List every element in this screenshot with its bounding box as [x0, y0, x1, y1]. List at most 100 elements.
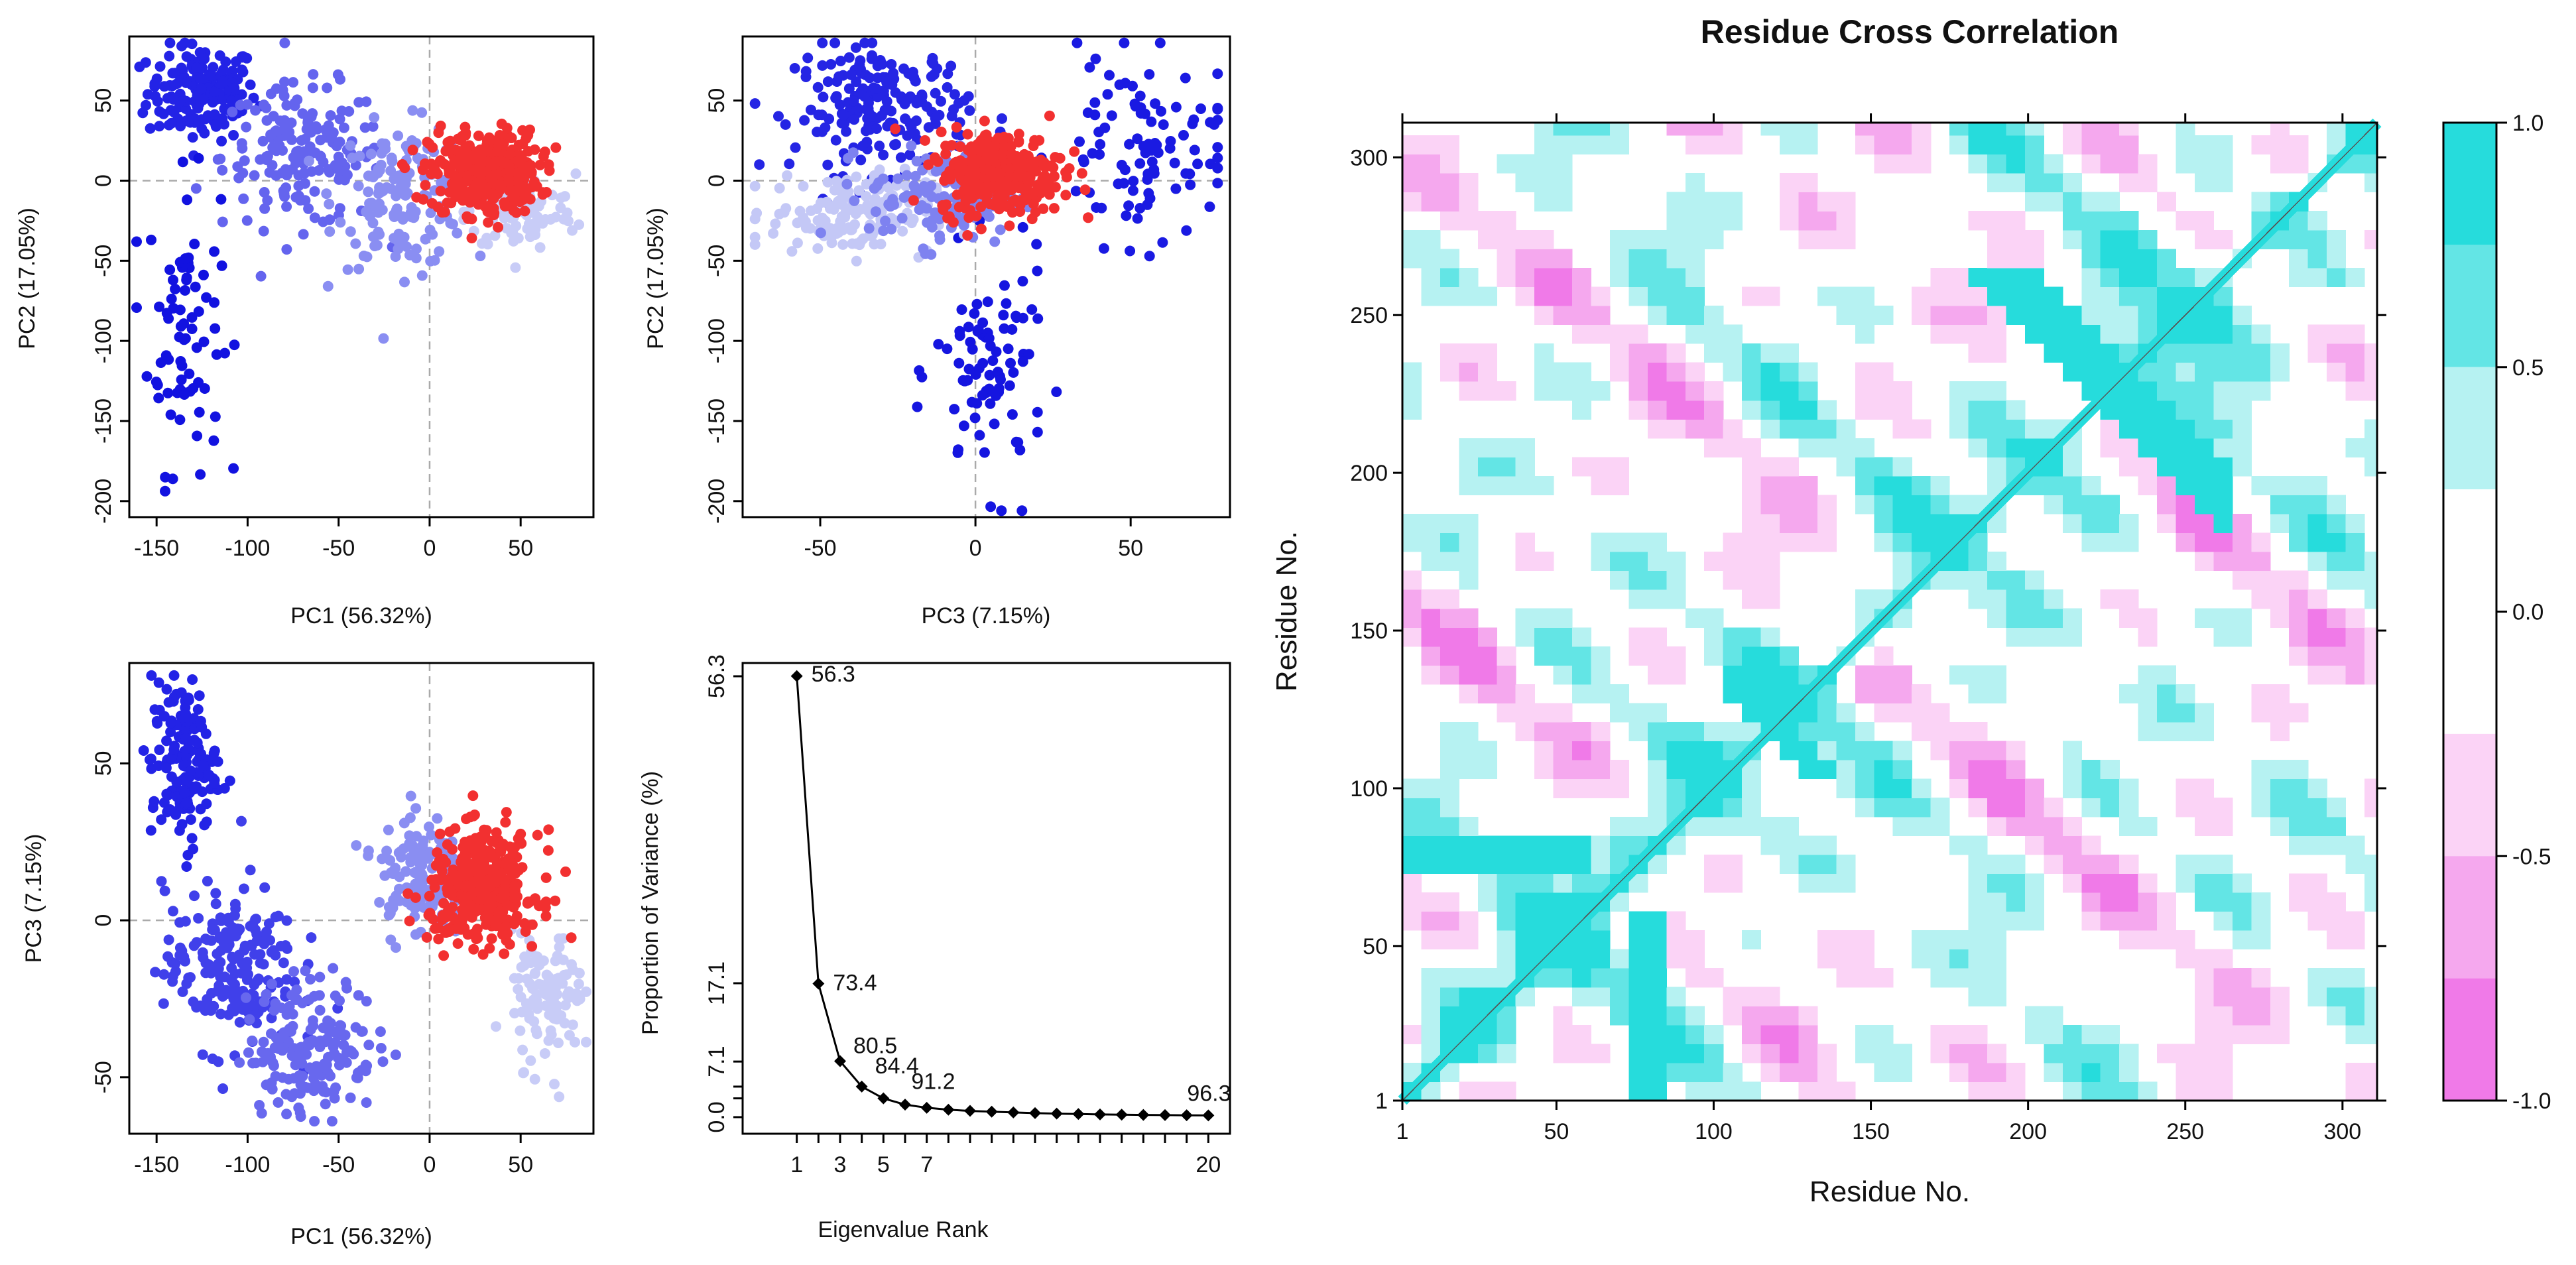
scatter-point: [280, 1089, 292, 1100]
heatmap-cell: [2119, 1081, 2139, 1101]
heatmap-cell: [1742, 286, 1762, 306]
heatmap-cell: [1968, 286, 1988, 306]
scatter-point: [229, 898, 241, 910]
scatter-point: [193, 913, 204, 924]
scatter-point: [871, 123, 882, 134]
heatmap-cell: [2062, 1062, 2082, 1082]
y-tick-label: 100: [1350, 776, 1388, 802]
heatmap-cell: [2006, 135, 2026, 155]
scatter-point: [995, 224, 1006, 235]
scatter-point: [911, 115, 922, 127]
heatmap-cell: [1968, 1044, 1988, 1063]
heatmap-cell: [1987, 457, 2007, 477]
heatmap-cell: [1534, 475, 1554, 495]
scatter-point: [307, 1015, 318, 1026]
x-tick-label: 3: [834, 1152, 847, 1177]
x-tick-label: -50: [322, 536, 355, 561]
heatmap-cell: [1912, 475, 1932, 495]
heatmap-cell: [1459, 854, 1479, 874]
scatter-point: [790, 142, 801, 153]
scatter-point: [245, 79, 256, 90]
heatmap-cell: [2195, 1044, 2215, 1063]
scatter-point: [841, 178, 853, 190]
scree-plot: 56.373.480.584.491.2 96.3 1 3 5 7 20 0.07.117…: [638, 654, 1231, 1242]
scatter-point: [377, 1056, 389, 1067]
scatter-point: [480, 865, 491, 876]
colorbar-segment: [2443, 245, 2496, 367]
scatter-point: [265, 935, 275, 946]
heatmap-cell: [2213, 306, 2233, 326]
heatmap-cell: [1968, 267, 1988, 287]
heatmap-cell: [2213, 892, 2233, 912]
heatmap-cell: [1628, 381, 1648, 401]
scatter-point: [241, 941, 253, 952]
scatter-point: [166, 117, 177, 129]
heatmap-cell: [1440, 987, 1459, 1006]
heatmap-cell: [1421, 608, 1441, 628]
scatter-point: [473, 199, 484, 210]
scatter-point: [1181, 225, 1192, 236]
scatter-point: [288, 77, 299, 88]
heatmap-cell: [1440, 816, 1459, 836]
heatmap-cell: [2100, 892, 2120, 912]
heatmap-cell: [1817, 703, 1837, 723]
heatmap-cell: [2081, 532, 2101, 552]
scatter-point: [273, 1097, 284, 1108]
scatter-point: [942, 343, 953, 355]
scatter-point: [290, 158, 302, 168]
heatmap-cell: [1553, 154, 1573, 174]
heatmap-cell: [1930, 816, 1950, 836]
scatter-point: [202, 876, 213, 886]
heatmap-cell: [2157, 192, 2177, 211]
heatmap-cell: [1742, 778, 1762, 798]
heatmap-cell: [1892, 381, 1912, 401]
heatmap-cell: [1780, 1062, 1800, 1082]
heatmap-cell: [1591, 475, 1611, 495]
scatter-point: [444, 145, 456, 156]
heatmap-cell: [1515, 457, 1535, 477]
heatmap-cell: [2119, 1062, 2139, 1082]
scatter-point: [281, 244, 292, 255]
heatmap-cell: [2327, 514, 2347, 534]
heatmap-cell: [1892, 123, 1912, 136]
scatter-point: [212, 756, 223, 767]
heatmap-cell: [1968, 211, 1988, 231]
scatter-point: [493, 221, 504, 233]
heatmap-cell: [1666, 419, 1686, 439]
scatter-point: [385, 855, 396, 866]
heatmap-cell: [1515, 552, 1535, 572]
heatmap-cell: [1610, 835, 1630, 855]
heatmap-cell: [2289, 495, 2309, 514]
heatmap-cell: [2213, 154, 2233, 174]
heatmap-cell: [2195, 457, 2215, 477]
heatmap-cell: [2327, 570, 2347, 590]
heatmap-cell: [1968, 135, 1988, 155]
scatter-point: [1060, 166, 1072, 178]
heatmap-cell: [1742, 798, 1762, 817]
scatter-point: [487, 178, 499, 189]
scatter-point: [325, 110, 336, 121]
heatmap-cell: [1666, 249, 1686, 269]
heatmap-cell: [1553, 703, 1573, 723]
heatmap-cell: [1628, 911, 1648, 931]
heatmap-cell: [2100, 911, 2120, 931]
heatmap-cell: [2006, 1062, 2026, 1082]
heatmap-cell: [1402, 798, 1422, 817]
scatter-point: [1212, 68, 1223, 80]
heatmap-cell: [1553, 306, 1573, 326]
scatter-point: [1017, 356, 1028, 367]
heatmap-cell: [1685, 930, 1705, 950]
heatmap-cell: [2232, 306, 2252, 326]
scatter-point: [1072, 37, 1083, 48]
heatmap-cell: [1628, 343, 1648, 363]
heatmap-cell: [1780, 457, 1800, 477]
heatmap-cell: [1968, 741, 1988, 760]
scatter-point: [176, 360, 188, 371]
heatmap-cell: [1553, 1044, 1573, 1063]
scatter-point: [285, 1026, 296, 1037]
heatmap-cell: [2213, 362, 2233, 382]
scatter-point: [532, 829, 543, 841]
heatmap-cell: [1534, 627, 1554, 647]
heatmap-cell: [2327, 816, 2347, 836]
scatter-point: [170, 809, 182, 820]
